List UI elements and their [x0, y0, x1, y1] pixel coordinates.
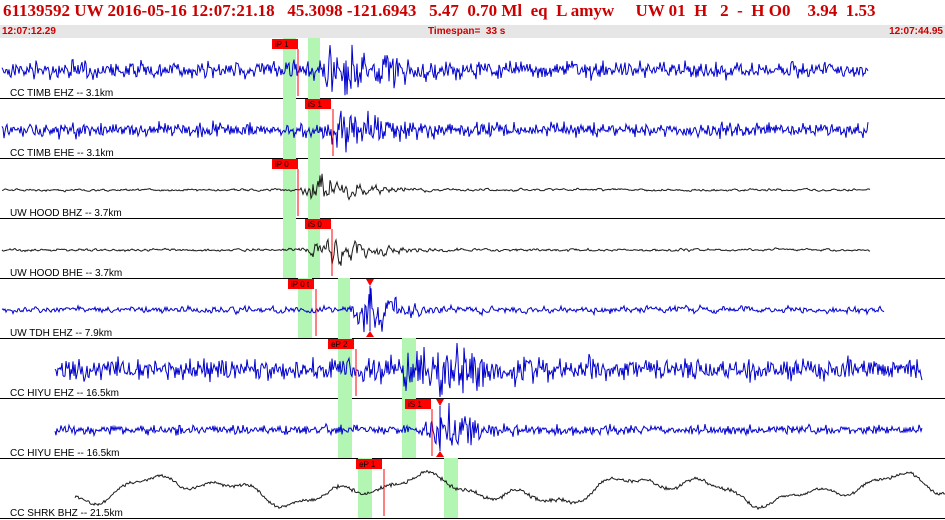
channel-label: UW HOOD BHZ -- 3.7km: [10, 208, 122, 219]
pick-arrow-down: [436, 399, 444, 406]
pick-flag: [328, 339, 354, 349]
time-window: [283, 218, 296, 278]
pick-flag: [305, 219, 331, 229]
start-time: 12:07:12.29: [2, 26, 56, 37]
trace-row: iP 0 t UW TDH EHZ -- 7.9km: [0, 278, 945, 339]
pick-label: eP 1: [359, 460, 376, 469]
pick-label: iS 1: [308, 100, 322, 109]
pick-label: iP 1: [275, 40, 289, 49]
waveform-trace: [1, 288, 885, 333]
waveform-trace: [54, 342, 923, 398]
event-title: 61139592 UW 2016-05-16 12:07:21.18 45.30…: [3, 1, 876, 20]
end-time: 12:07:44.95: [889, 26, 943, 37]
waveform-trace: [1, 173, 871, 201]
pick-flag: [288, 279, 314, 289]
trace-row: iS 1 CC TIMB EHE -- 3.1km: [0, 98, 945, 159]
waveform-trace: [54, 402, 923, 450]
trace-row: iP 0 UW HOOD BHZ -- 3.7km: [0, 158, 945, 219]
time-window: [338, 338, 352, 398]
waveform-trace: [1, 44, 869, 96]
time-window: [283, 98, 296, 158]
channel-label: CC HIYU EHZ -- 16.5km: [10, 388, 119, 399]
time-window: [444, 458, 458, 518]
time-window: [308, 158, 320, 218]
channel-label: CC HIYU EHE -- 16.5km: [10, 448, 119, 459]
trace-row: iP 1 CC TIMB EHZ -- 3.1km: [0, 38, 945, 99]
trace-row: eP 2 CC HIYU EHZ -- 16.5km: [0, 338, 945, 399]
time-window: [298, 278, 312, 338]
time-window: [283, 158, 296, 218]
time-window: [338, 398, 352, 458]
trace-row: eP 1 CC SHRK BHZ -- 21.5km: [0, 458, 945, 519]
pick-label: iP 0 t: [291, 280, 310, 289]
channel-label: CC SHRK BHZ -- 21.5km: [10, 508, 123, 519]
header-bar: 61139592 UW 2016-05-16 12:07:21.18 45.30…: [0, 0, 945, 38]
time-window: [308, 98, 320, 158]
pick-flag: [272, 159, 298, 169]
timespan: Timespan= 33 s: [428, 26, 506, 37]
channel-label: UW TDH EHZ -- 7.9km: [10, 328, 112, 339]
time-window: [358, 458, 372, 518]
channel-label: CC TIMB EHE -- 3.1km: [10, 148, 114, 159]
pick-flag: [405, 399, 431, 409]
waveform-trace: [1, 237, 871, 266]
channel-label: UW HOOD BHE -- 3.7km: [10, 268, 122, 279]
pick-flag: [272, 39, 298, 49]
time-window: [338, 278, 350, 338]
seismogram-plot[interactable]: iP 1 CC TIMB EHZ -- 3.1km iS 1 CC TIMB EHE …: [0, 38, 945, 520]
trace-row: iS 1 CC HIYU EHE -- 16.5km: [0, 398, 945, 459]
pick-flag: [305, 99, 331, 109]
pick-label: iP 0: [275, 160, 289, 169]
time-window: [308, 38, 320, 98]
waveform-trace: [74, 469, 945, 511]
trace-row: iS 0 UW HOOD BHE -- 3.7km: [0, 218, 945, 279]
waveform-trace: [1, 110, 869, 153]
pick-arrow-up: [366, 331, 374, 337]
pick-flag: [356, 459, 382, 469]
channel-label: CC TIMB EHZ -- 3.1km: [10, 88, 113, 99]
pick-label: eP 2: [331, 340, 348, 349]
pick-label: iS 0: [308, 220, 322, 229]
pick-arrow-down: [366, 279, 374, 286]
time-bar: [0, 25, 945, 38]
pick-arrow-up: [436, 451, 444, 457]
pick-label: iS 1: [408, 400, 422, 409]
